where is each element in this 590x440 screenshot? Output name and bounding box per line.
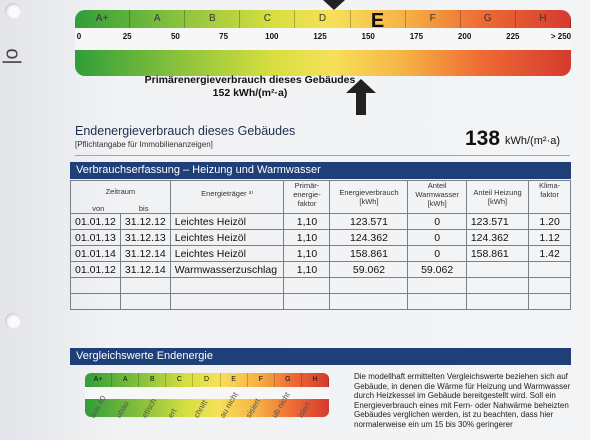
cell-klima: 1.42 bbox=[528, 245, 571, 262]
cell-von: 01.01.12 bbox=[70, 261, 121, 278]
bottom-class-b: B bbox=[139, 373, 167, 387]
primary-energy-label: Primärenergieverbrauch dieses Gebäudes 1… bbox=[120, 74, 380, 100]
cell-von: 01.01.13 bbox=[70, 229, 121, 246]
tick-label: 75 bbox=[219, 32, 229, 41]
cell-verbrauch: 59.062 bbox=[329, 261, 409, 278]
class-aplus: A+ bbox=[75, 10, 131, 28]
tick-label: 200 bbox=[457, 32, 472, 41]
cell-ww: 0 bbox=[407, 245, 467, 262]
bottom-class-a: A bbox=[112, 373, 140, 387]
bottom-class-e: E bbox=[221, 373, 248, 387]
header-zeitraum: Zeitraum von bis bbox=[70, 180, 171, 214]
header-faktor: Primär-energie-faktor bbox=[283, 180, 331, 214]
cell-traeger: Leichtes Heizöl bbox=[169, 229, 285, 246]
primary-energy-scale: A+ A B C D E F G H 0 25 50 75 100 125 150 175 200 225 > 25… bbox=[75, 10, 571, 76]
endenergy-unit: kWh/(m²·a) bbox=[505, 135, 560, 147]
cell-klima bbox=[528, 261, 571, 278]
divider bbox=[75, 155, 570, 156]
comparison-text: Die modellhaft ermittelten Vergleichswer… bbox=[354, 372, 571, 429]
table-row: 01.01.12 31.12.12 Leichtes Heizöl 1,10 123.5… bbox=[70, 213, 571, 230]
cell-ww: 0 bbox=[407, 213, 467, 230]
class-g: G bbox=[461, 10, 516, 28]
bottom-class-g: G bbox=[275, 373, 302, 387]
header-bis: bis bbox=[138, 204, 149, 213]
cell-verbrauch: 158.861 bbox=[329, 245, 409, 262]
cell-bis: 31.12.14 bbox=[119, 261, 171, 278]
cell-faktor: 1,10 bbox=[283, 245, 331, 262]
cell-traeger: Leichtes Heizöl bbox=[169, 213, 285, 230]
class-b: B bbox=[185, 10, 241, 28]
section-title-vergleich: Vergleichswerte Endenergie bbox=[70, 348, 571, 365]
endenergy-subtitle: [Pflichtangabe für Immobilienanzeigen] bbox=[75, 140, 213, 149]
class-a: A bbox=[130, 10, 186, 28]
cell-heiz: 123.571 bbox=[465, 213, 530, 230]
cell-ww: 0 bbox=[407, 229, 467, 246]
bottom-class-aplus: A+ bbox=[85, 373, 113, 387]
punch-hole-bottom bbox=[5, 313, 21, 329]
table-row-empty bbox=[70, 277, 571, 294]
cell-heiz bbox=[465, 261, 530, 278]
consumption-table: Zeitraum von bis Energieträger ³⁾ Primär… bbox=[70, 180, 571, 310]
tick-label: 225 bbox=[506, 32, 520, 41]
class-e: E bbox=[351, 10, 406, 32]
cell-bis: 31.12.14 bbox=[119, 245, 171, 262]
section-title-verbrauch: Verbrauchserfassung – Heizung und Warmwa… bbox=[70, 162, 571, 179]
table-row-empty bbox=[70, 293, 571, 310]
header-warmwasser: Anteil Warmwasser [kWh] bbox=[407, 180, 467, 214]
tick-label: > 250 bbox=[550, 32, 571, 41]
arrow-up-icon bbox=[346, 79, 376, 115]
table-row: 01.01.14 31.12.14 Leichtes Heizöl 1,10 158.8… bbox=[70, 245, 571, 262]
cell-klima: 1.20 bbox=[528, 213, 571, 230]
primary-energy-title: Primärenergieverbrauch dieses Gebäudes bbox=[144, 74, 356, 86]
table-row: 01.01.13 31.12.13 Leichtes Heizöl 1,10 124.3… bbox=[70, 229, 571, 246]
class-c: C bbox=[240, 10, 296, 28]
header-heizung: Anteil Heizung [kWh] bbox=[465, 180, 530, 214]
class-h: H bbox=[516, 10, 571, 28]
header-von: von bbox=[92, 204, 105, 213]
cell-heiz: 158.861 bbox=[465, 245, 530, 262]
tick-label: 175 bbox=[409, 32, 424, 41]
tick-label: 50 bbox=[170, 32, 180, 41]
endenergy-value: 138 bbox=[465, 127, 501, 150]
cell-faktor: 1,10 bbox=[283, 229, 331, 246]
endenergy-title: Endenergieverbrauch dieses Gebäudes bbox=[75, 124, 296, 138]
cell-verbrauch: 123.571 bbox=[329, 213, 409, 230]
tick-label: 0 bbox=[76, 32, 82, 41]
cell-faktor: 1,10 bbox=[283, 213, 331, 230]
bottom-class-h: H bbox=[302, 373, 329, 387]
table-row: 01.01.12 31.12.14 Warmwasserzuschlag 1,10 59… bbox=[70, 261, 571, 278]
cell-klima: 1.12 bbox=[528, 229, 571, 246]
side-mark-icon: |o bbox=[0, 48, 23, 65]
bottom-class-f: F bbox=[248, 373, 275, 387]
bottom-class-d: D bbox=[193, 373, 221, 387]
tick-label: 125 bbox=[313, 32, 327, 41]
header-verbrauch: Energieverbrauch [kWh] bbox=[329, 180, 409, 214]
punch-hole-top bbox=[5, 3, 21, 19]
cell-bis: 31.12.12 bbox=[119, 213, 171, 230]
cell-von: 01.01.12 bbox=[70, 213, 121, 230]
cell-faktor: 1,10 bbox=[283, 261, 331, 278]
tick-label: 150 bbox=[361, 32, 375, 41]
tick-label: 25 bbox=[122, 32, 132, 41]
cell-traeger: Warmwasserzuschlag bbox=[169, 261, 285, 278]
cell-von: 01.01.14 bbox=[70, 245, 121, 262]
header-energietraeger: Energieträger ³⁾ bbox=[169, 180, 285, 214]
comparison-scale: A+ A B C D E F G H bbox=[85, 373, 329, 417]
tick-label: 100 bbox=[265, 32, 279, 41]
cell-verbrauch: 124.362 bbox=[329, 229, 409, 246]
arrow-down-icon bbox=[323, 0, 345, 10]
cell-bis: 31.12.13 bbox=[119, 229, 171, 246]
bottom-class-c: C bbox=[166, 373, 194, 387]
class-d: D bbox=[295, 10, 351, 28]
cell-traeger: Leichtes Heizöl bbox=[169, 245, 285, 262]
cell-ww: 59.062 bbox=[407, 261, 467, 278]
header-klima: Klima-faktor bbox=[528, 180, 571, 214]
cell-heiz: 124.362 bbox=[465, 229, 530, 246]
class-f: F bbox=[406, 10, 461, 28]
primary-energy-value: 152 kWh/(m²·a) bbox=[212, 87, 288, 99]
